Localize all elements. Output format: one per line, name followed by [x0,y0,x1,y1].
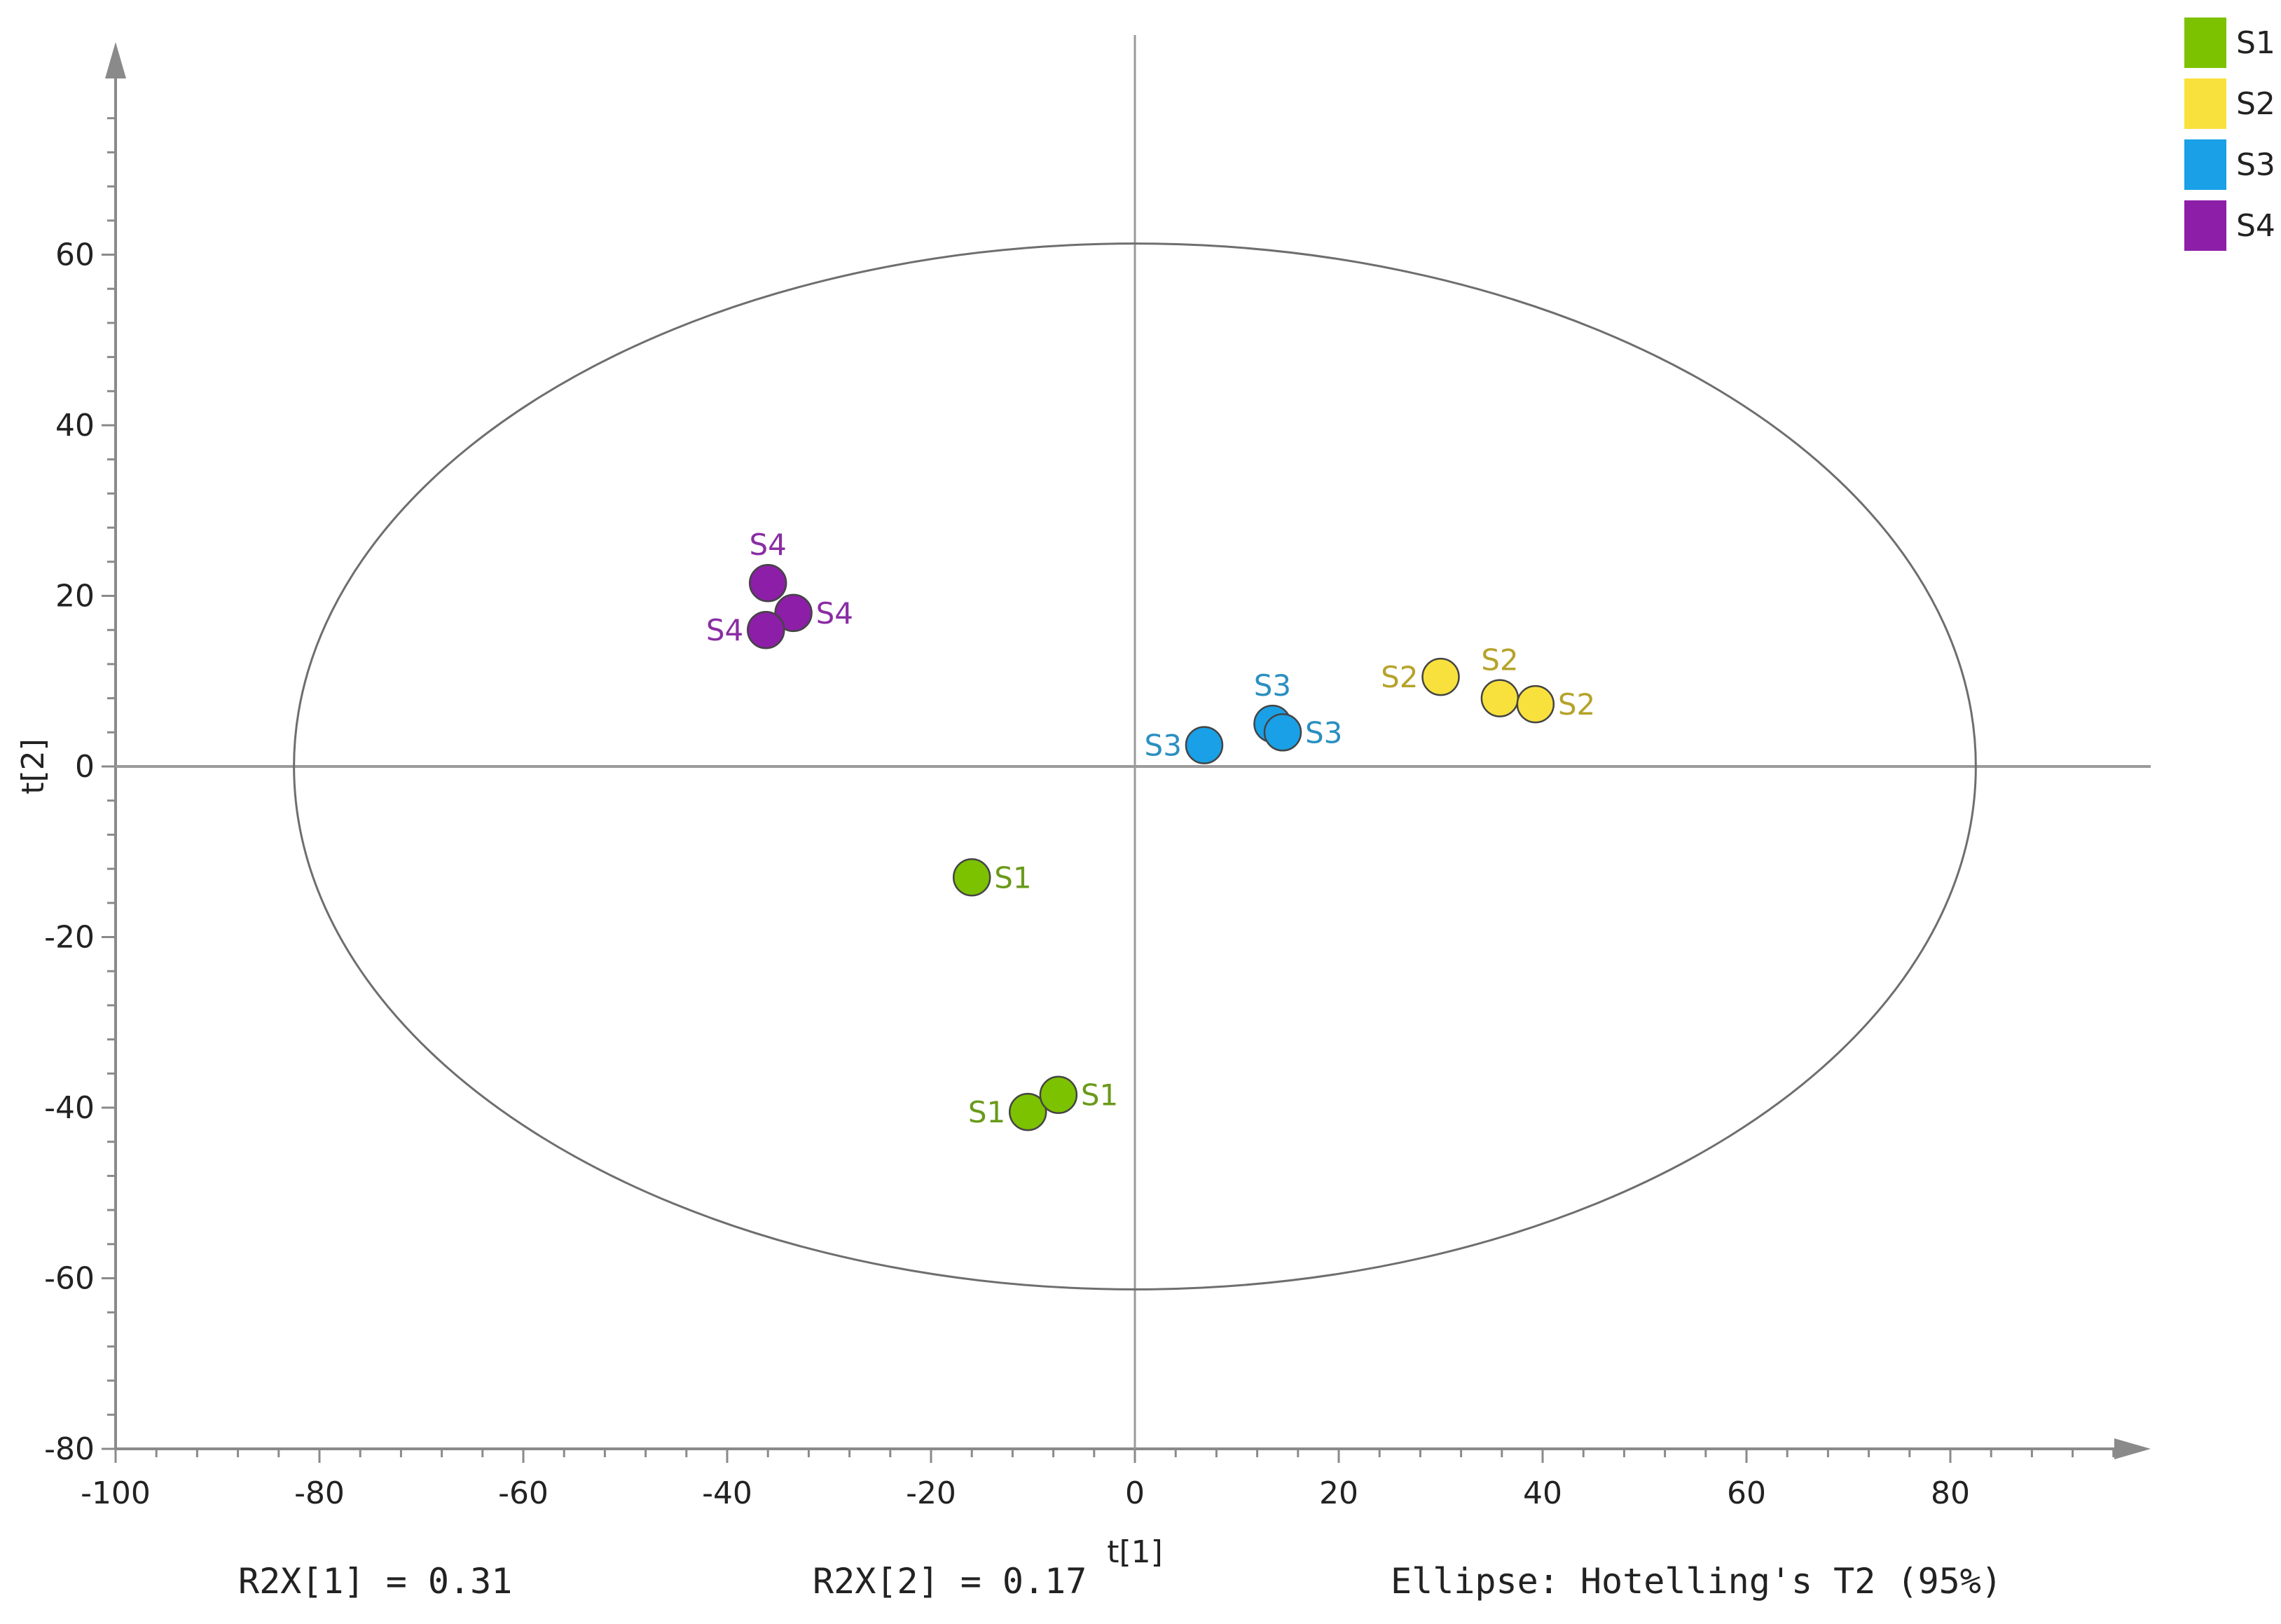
point-label-s4: S4 [750,528,787,562]
point-label-s1: S1 [968,1095,1005,1129]
y-tick-label: 40 [55,408,95,443]
point-label-s4: S4 [706,613,743,647]
point-label-s2: S2 [1558,687,1595,722]
legend-swatch-s1 [2184,18,2226,68]
y-tick-label: -20 [44,920,95,956]
legend-swatch-s2 [2184,78,2226,129]
point-label-s3: S3 [1145,729,1182,763]
point-s4 [747,610,785,649]
ellipse-note: Ellipse: Hotelling's T2 (95%) [1391,1561,2002,1602]
point-label-s3: S3 [1305,715,1342,750]
point-s2 [1516,684,1555,724]
axes-layer: -100 -80 -60 -40 -20 0 20 40 60 80 -80 -60 -40 -20 0 20… [15,35,2151,1570]
point-label-s3: S3 [1254,668,1291,703]
legend-swatch-s4 [2184,200,2226,251]
y-tick-label: 60 [55,238,95,273]
legend-label-s4: S4 [2236,208,2275,244]
x-tick-label: 80 [1931,1475,1970,1511]
point-label-s1: S1 [994,860,1031,895]
point-s4 [774,593,813,633]
point-s4 [748,563,787,603]
y-tick-label: -40 [44,1090,95,1126]
point-s1 [952,858,991,897]
y-tick-label: 0 [75,749,95,785]
r2x1-label: R2X[1] = 0.31 [238,1561,513,1602]
x-tick-label: -100 [81,1475,151,1511]
r2x2-label: R2X[2] = 0.17 [813,1561,1087,1602]
x-tick-label: -40 [702,1475,752,1511]
legend: S1 S2 S3 S4 [2184,18,2275,251]
x-tick-label: 20 [1319,1475,1358,1511]
point-label-s1: S1 [1081,1078,1118,1113]
x-axis-title: t[1] [1107,1534,1163,1570]
x-tick-label: 0 [1125,1475,1145,1511]
legend-label-s2: S2 [2236,86,2275,122]
y-axis-arrow [105,42,126,78]
x-tick-label: 40 [1523,1475,1562,1511]
points-layer: S1 S1 S1 S2 S2 S2 S3 S3 S3 S4 S4 S4 [706,528,1595,1131]
x-tick-label: -20 [906,1475,956,1511]
point-label-s2: S2 [1381,660,1418,694]
x-tick-label: -60 [498,1475,549,1511]
point-s2 [1421,657,1460,696]
x-axis-arrow [2114,1438,2151,1459]
point-s1 [1039,1075,1078,1114]
point-s1 [1008,1092,1047,1131]
x-tick-label: 60 [1727,1475,1766,1511]
point-label-s4: S4 [816,596,853,631]
y-tick-label: -80 [44,1431,95,1467]
legend-swatch-s3 [2184,139,2226,190]
y-tick-label: 20 [55,579,95,614]
point-s3 [1263,713,1302,752]
point-s3 [1185,726,1224,764]
x-tick-label: -80 [294,1475,345,1511]
ellipse-layer [293,242,1977,1291]
y-axis-title: t[2] [15,738,51,794]
point-s2 [1480,679,1519,717]
legend-label-s3: S3 [2236,147,2275,183]
y-tick-label: -60 [44,1261,95,1297]
hotelling-ellipse [293,242,1977,1291]
point-label-s2: S2 [1481,643,1518,677]
legend-label-s1: S1 [2236,25,2275,61]
